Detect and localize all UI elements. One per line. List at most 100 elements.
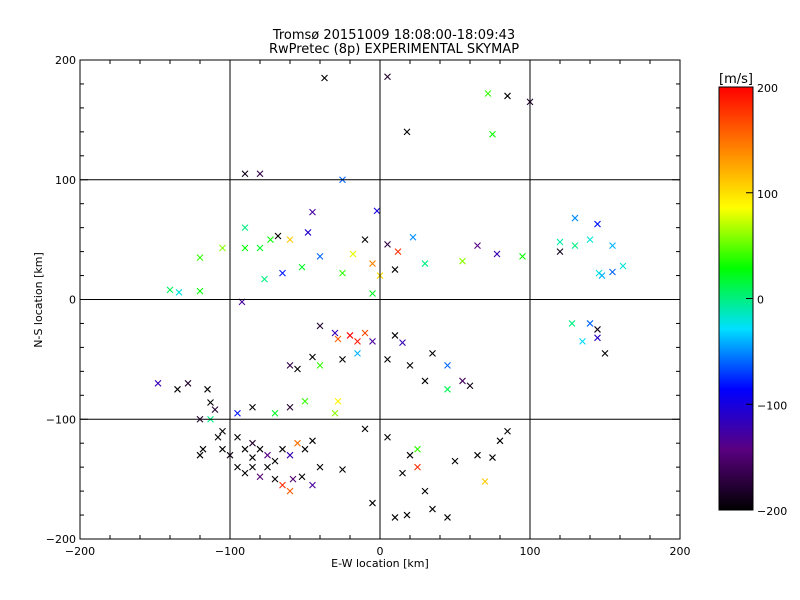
data-point-x xyxy=(399,469,406,477)
data-point-x xyxy=(286,236,294,244)
data-point-x xyxy=(354,338,361,345)
data-point-x xyxy=(234,409,241,417)
x-tick-label: −100 xyxy=(215,545,245,558)
data-point-x xyxy=(211,406,219,414)
data-point-x xyxy=(309,208,316,216)
data-point-x xyxy=(571,214,579,222)
data-point-x xyxy=(316,322,324,330)
y-tick-label: 200 xyxy=(55,54,76,67)
data-point-x xyxy=(298,473,306,481)
data-point-x xyxy=(279,481,286,489)
data-point-x xyxy=(504,427,511,435)
data-point-x xyxy=(219,244,226,252)
y-tick-label: −200 xyxy=(46,533,76,546)
data-point-x xyxy=(286,403,294,411)
data-point-x xyxy=(249,454,256,461)
data-point-x xyxy=(294,365,301,373)
data-point-x xyxy=(586,236,594,244)
data-point-x xyxy=(339,269,346,277)
data-point-x xyxy=(256,244,264,252)
data-point-x xyxy=(361,236,369,244)
axes: −200−200 −100 −100 0 0 100 100 200 200 xyxy=(46,54,691,558)
data-point-x xyxy=(484,90,492,97)
data-point-x xyxy=(496,437,504,445)
data-point-x xyxy=(594,220,601,228)
data-point-x xyxy=(481,478,489,485)
data-point-x xyxy=(234,433,241,441)
data-point-x xyxy=(556,248,564,255)
colorbar: 200 100 0 −100 −200 xyxy=(718,82,787,518)
data-point-x xyxy=(414,445,421,453)
data-point-x xyxy=(504,92,511,100)
data-point-x xyxy=(199,445,207,453)
data-point-x xyxy=(249,403,256,411)
data-point-x xyxy=(166,286,174,294)
data-point-x xyxy=(384,433,391,441)
data-point-x xyxy=(429,505,436,513)
data-point-x xyxy=(354,349,361,357)
data-point-x xyxy=(271,457,279,465)
data-point-x xyxy=(609,268,616,276)
data-point-x xyxy=(571,242,579,250)
data-point-x xyxy=(321,74,328,82)
colorbar-tick-label: −100 xyxy=(757,399,787,412)
data-point-x xyxy=(601,349,609,357)
data-point-x xyxy=(249,463,256,471)
data-point-x xyxy=(394,248,402,255)
chart-title: Tromsø 20151009 18:08:00-18:09:43 xyxy=(272,28,515,43)
data-point-x xyxy=(241,445,249,453)
data-point-x xyxy=(274,232,282,240)
data-point-x xyxy=(234,463,241,471)
data-point-x xyxy=(196,254,204,261)
data-point-x xyxy=(316,253,324,260)
data-point-x xyxy=(489,130,496,138)
data-point-x xyxy=(339,466,346,473)
data-point-x xyxy=(196,451,204,459)
data-point-x xyxy=(409,233,417,241)
data-point-x xyxy=(174,385,181,393)
colorbar-tick-label: 0 xyxy=(757,294,764,307)
data-point-x xyxy=(175,288,183,296)
data-point-x xyxy=(304,229,312,236)
data-point-x xyxy=(384,355,391,363)
data-point-x xyxy=(264,451,271,459)
data-point-x xyxy=(256,170,264,178)
data-point-x xyxy=(316,463,324,471)
data-point-x xyxy=(196,287,204,295)
data-point-x xyxy=(444,385,451,393)
data-point-x xyxy=(421,377,429,385)
data-point-x xyxy=(334,397,342,405)
data-point-x xyxy=(373,207,381,215)
data-point-x xyxy=(241,170,249,178)
data-point-x xyxy=(403,511,411,519)
data-point-x xyxy=(466,382,474,390)
data-point-x xyxy=(271,475,279,483)
data-point-x xyxy=(598,272,606,279)
data-point-x xyxy=(286,487,294,495)
data-point-x xyxy=(256,473,264,481)
data-point-x xyxy=(619,262,627,270)
colorbar-label: [m/s] xyxy=(719,72,753,87)
x-tick-label: −200 xyxy=(65,545,95,558)
data-point-x xyxy=(594,326,601,333)
data-point-x xyxy=(349,250,357,258)
data-point-x xyxy=(444,361,451,369)
data-point-x xyxy=(519,253,526,260)
data-point-x xyxy=(219,427,226,435)
data-point-x xyxy=(361,425,369,433)
data-point-x xyxy=(586,320,594,327)
data-point-x xyxy=(241,469,249,477)
data-point-x xyxy=(219,445,226,453)
y-tick-label: −100 xyxy=(46,413,76,426)
data-point-x xyxy=(316,361,324,369)
data-point-x xyxy=(249,439,256,447)
data-point-x xyxy=(204,385,211,393)
data-point-x xyxy=(369,290,376,297)
data-point-x xyxy=(279,269,286,277)
data-point-x xyxy=(474,242,481,250)
data-point-x xyxy=(403,128,411,136)
data-point-x xyxy=(414,463,421,471)
data-point-x xyxy=(459,377,466,385)
data-point-x xyxy=(474,451,481,459)
